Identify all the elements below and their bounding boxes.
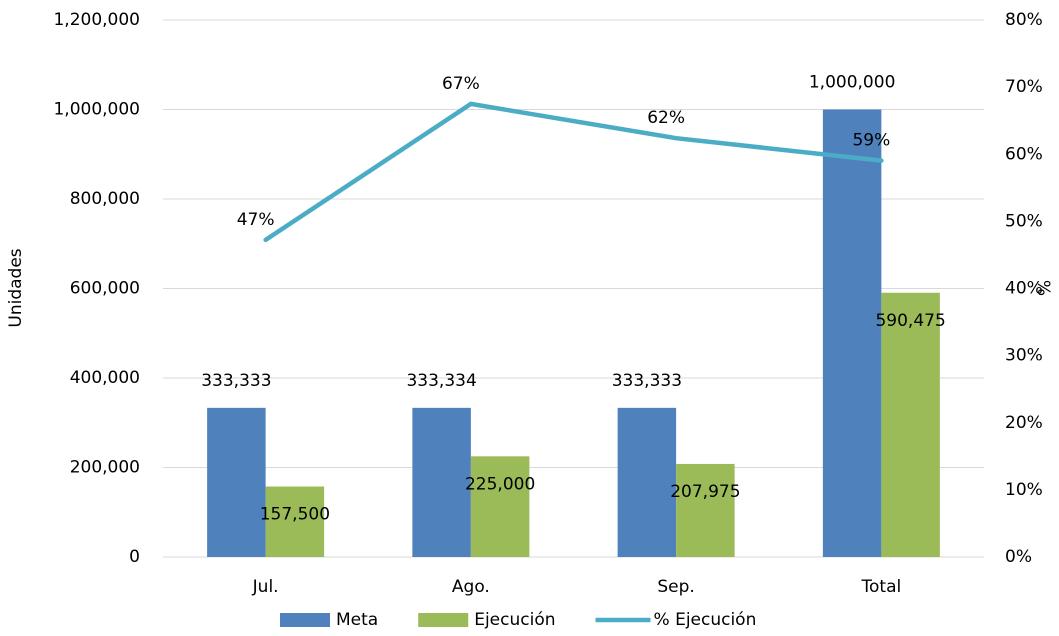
bar — [822, 109, 882, 557]
data-label: 157,500 — [260, 505, 330, 525]
data-label: 333,333 — [201, 371, 271, 391]
y2-tick-label: 50% — [1005, 211, 1043, 231]
y-axis-label: Unidades — [6, 248, 26, 327]
y2-axis-label: % — [1033, 280, 1053, 296]
bar — [881, 292, 940, 557]
data-label: 62% — [647, 108, 685, 128]
data-label: 225,000 — [465, 474, 535, 494]
y-tick-label: 1,000,000 — [53, 100, 140, 120]
line — [263, 101, 884, 243]
data-label: 333,334 — [406, 371, 476, 391]
legend-label: Meta — [336, 610, 378, 630]
y-tick-label: 800,000 — [70, 189, 140, 209]
y2-tick-label: 0% — [1005, 547, 1032, 567]
y-tick-label: 600,000 — [70, 279, 140, 299]
y2-tick-label: 70% — [1005, 77, 1043, 97]
data-label: 333,333 — [612, 371, 682, 391]
bar — [470, 456, 530, 557]
data-label: 590,475 — [875, 311, 945, 331]
bar — [617, 407, 677, 557]
y-tick-label: 400,000 — [70, 368, 140, 388]
y-tick-label: 1,200,000 — [53, 10, 140, 30]
y-tick-label: 0 — [129, 547, 140, 567]
data-label: 67% — [442, 74, 480, 94]
bar — [412, 407, 471, 557]
y2-tick-label: 30% — [1005, 346, 1043, 366]
bar — [265, 486, 325, 557]
x-tick-label: Ago. — [452, 577, 490, 597]
data-label: 207,975 — [670, 482, 740, 502]
legend-swatch — [418, 613, 469, 627]
y2-tick-label: 40% — [1005, 279, 1043, 299]
bar — [676, 463, 735, 557]
y2-tick-label: 20% — [1005, 413, 1043, 433]
y2-tick-label: 10% — [1005, 480, 1043, 500]
y2-tick-label: 60% — [1005, 144, 1043, 164]
bar — [207, 407, 266, 557]
y-tick-label: 200,000 — [70, 458, 140, 478]
x-tick-label: Total — [861, 577, 902, 597]
data-label: 59% — [852, 131, 890, 151]
x-tick-label: Jul. — [252, 577, 279, 597]
legend-label: Ejecución — [474, 610, 555, 630]
x-tick-label: Sep. — [657, 577, 694, 597]
y2-tick-label: 80% — [1005, 10, 1043, 30]
data-label: 47% — [237, 210, 275, 230]
data-label: 1,000,000 — [809, 73, 896, 93]
legend-label: % Ejecución — [654, 610, 757, 630]
legend-swatch — [280, 613, 330, 627]
